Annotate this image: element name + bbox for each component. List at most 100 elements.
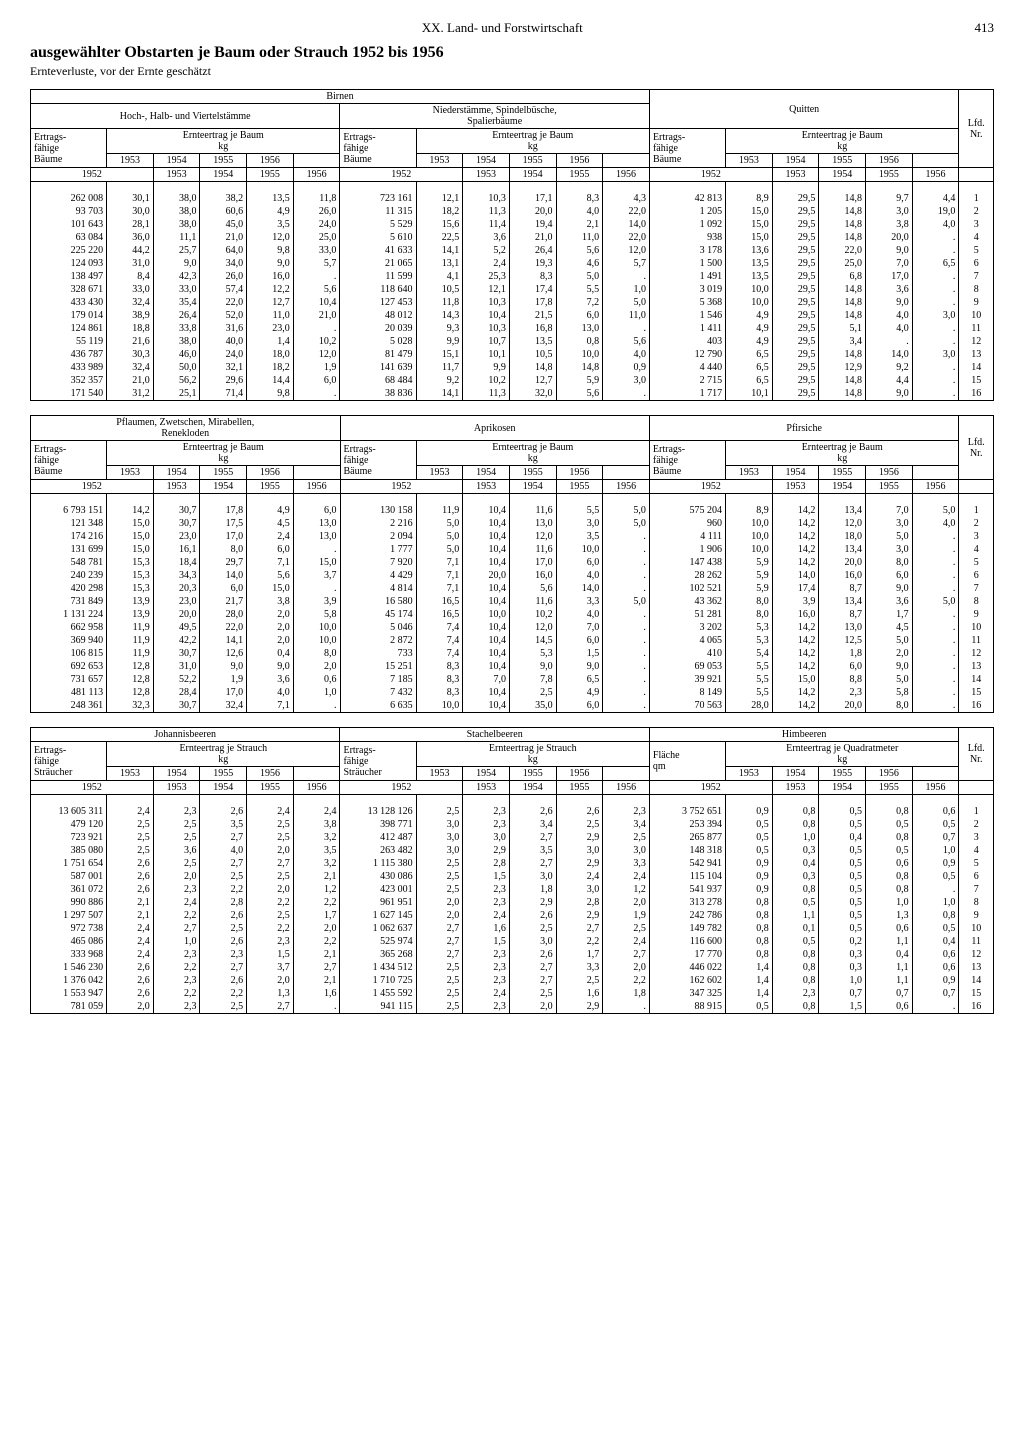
cell: 1 [959, 504, 994, 517]
table-row: 124 09331,09,034,09,05,721 06513,12,419,… [31, 257, 994, 270]
cell: 25,7 [153, 244, 200, 257]
cell: 0,5 [819, 844, 866, 857]
cell: 5,0 [416, 530, 463, 543]
cell: 30,7 [153, 647, 200, 660]
table-row: 63 08436,011,121,012,025,05 61022,53,621… [31, 231, 994, 244]
cell: 5 [959, 556, 994, 569]
table-row: 13 605 3112,42,32,62,42,413 128 1262,52,… [31, 805, 994, 818]
cell: 12,0 [509, 621, 556, 634]
cell: 2,3 [463, 896, 510, 909]
cell: 55 119 [31, 335, 107, 348]
cell: 16 580 [340, 595, 416, 608]
cell: 10,0 [726, 283, 773, 296]
cell: 0,9 [912, 857, 959, 870]
cell: . [293, 387, 340, 401]
cell: 8,4 [107, 270, 154, 283]
cell: 6 635 [340, 699, 416, 713]
cell: 22,0 [603, 231, 650, 244]
cell: 2,2 [200, 987, 247, 1000]
cell: 0,8 [772, 883, 819, 896]
cell: 10,1 [726, 387, 773, 401]
cell: 328 671 [31, 283, 107, 296]
cell: 25,0 [819, 257, 866, 270]
cell: 29,5 [772, 296, 819, 309]
cell: 10,2 [293, 335, 340, 348]
cell: 0,2 [819, 935, 866, 948]
cell: 18,8 [107, 322, 154, 335]
cell: 5,5 [556, 504, 603, 517]
table-row: 1 131 22413,920,028,02,05,845 17416,510,… [31, 608, 994, 621]
cell: 7,1 [416, 556, 463, 569]
hdr-stachel: Stachelbeeren [340, 728, 649, 742]
cell: . [912, 244, 959, 257]
cell: 10,0 [293, 621, 340, 634]
cell: 26,4 [509, 244, 556, 257]
cell: 1 092 [649, 218, 725, 231]
cell: 2,5 [247, 818, 294, 831]
cell: 5,0 [603, 517, 650, 530]
cell: 4,0 [200, 844, 247, 857]
cell: 14,0 [772, 569, 819, 582]
cell: 15 [959, 686, 994, 699]
cell: 7,1 [416, 569, 463, 582]
cell: 10,0 [293, 634, 340, 647]
cell: 16,5 [416, 608, 463, 621]
cell: 6,5 [726, 374, 773, 387]
cell: 4 [959, 543, 994, 556]
cell: 13,1 [416, 257, 463, 270]
cell: 1,0 [912, 896, 959, 909]
cell: 102 521 [649, 582, 725, 595]
cell: 4,0 [556, 569, 603, 582]
cell: 10,4 [293, 296, 340, 309]
cell: 9,0 [509, 660, 556, 673]
cell: 8,3 [556, 192, 603, 205]
cell: 781 059 [31, 1000, 107, 1014]
cell: 3,0 [509, 870, 556, 883]
cell: 38,9 [107, 309, 154, 322]
cell: 2 216 [340, 517, 416, 530]
cell: 2,5 [107, 818, 154, 831]
cell: . [603, 608, 650, 621]
cell: 4 [959, 844, 994, 857]
cell: 2,7 [509, 857, 556, 870]
table-row: 101 64328,138,045,03,524,05 52915,611,41… [31, 218, 994, 231]
cell: 403 [649, 335, 725, 348]
cell: 5,9 [726, 582, 773, 595]
cell: 14,8 [819, 309, 866, 322]
cell: 2,4 [556, 870, 603, 883]
cell: 4,9 [726, 335, 773, 348]
cell: 5,8 [293, 608, 340, 621]
cell: 31,0 [107, 257, 154, 270]
cell: 14,8 [819, 348, 866, 361]
hdr-ertrags-1: Ertrags- fähige Bäume [31, 129, 107, 168]
cell: . [912, 231, 959, 244]
cell: 7,0 [463, 673, 510, 686]
cell: . [912, 361, 959, 374]
cell: 2,0 [416, 896, 463, 909]
cell: 0,5 [819, 883, 866, 896]
cell: 21,0 [107, 374, 154, 387]
cell: . [866, 335, 913, 348]
cell: 29,5 [772, 374, 819, 387]
cell: 29,5 [772, 205, 819, 218]
cell: 12,8 [107, 686, 154, 699]
cell: 2,7 [509, 974, 556, 987]
cell: 5,9 [726, 556, 773, 569]
cell: 1 627 145 [340, 909, 416, 922]
cell: 4,0 [866, 322, 913, 335]
cell: 12,0 [509, 530, 556, 543]
cell: 12 [959, 647, 994, 660]
cell: 2,9 [556, 1000, 603, 1014]
cell: 2,7 [416, 948, 463, 961]
cell: 410 [649, 647, 725, 660]
cell: 4,9 [247, 504, 294, 517]
cell: 5,0 [603, 595, 650, 608]
cell: 20,0 [866, 231, 913, 244]
cell: 12 790 [649, 348, 725, 361]
cell: 2,5 [153, 831, 200, 844]
cell: 3,0 [463, 831, 510, 844]
cell: 14,2 [772, 543, 819, 556]
cell: 42,3 [153, 270, 200, 283]
cell: 1,0 [866, 896, 913, 909]
cell: 0,4 [866, 948, 913, 961]
